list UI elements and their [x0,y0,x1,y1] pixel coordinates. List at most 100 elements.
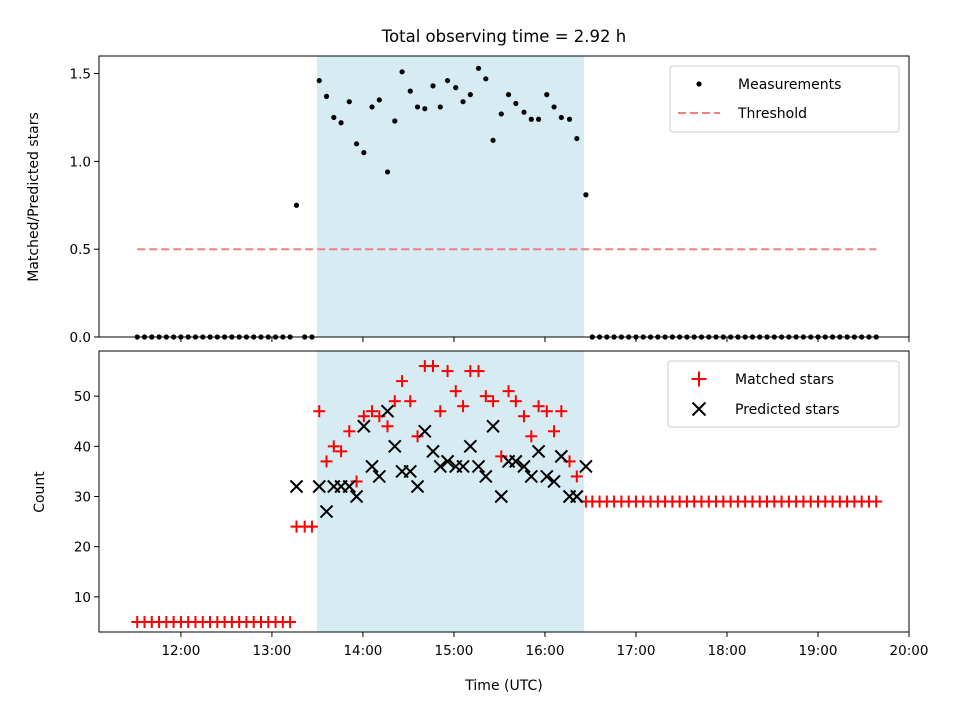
measurement-point [361,149,367,156]
predicted-star-point [289,479,304,494]
top-y-axis-label: Matched/Predicted stars [26,112,42,282]
predicted-star-point [433,459,447,474]
bottom-legend-box [667,360,900,428]
predicted-star-point [418,424,432,438]
predicted-star-point [517,459,531,474]
observing-window-span-bottom [317,351,584,632]
top-legend: Measurements Threshold [669,65,900,133]
measurement-point [399,69,405,75]
legend-measurements-marker [696,81,702,87]
matched-star-point [366,405,379,418]
predicted-star-point [410,479,425,494]
predicted-star-point [456,459,470,474]
matched-star-point [449,385,462,398]
matched-star-point [487,395,500,408]
predicted-star-point [494,489,508,504]
y-tick-label: 20 [74,540,91,556]
matched-star-point [441,365,454,378]
y-tick-label: 1.0 [70,154,91,170]
matched-star-point [525,430,538,443]
legend-predicted-marker [691,401,707,417]
bottom-y-axis-label: Count [32,471,48,513]
x-tick-label: 16:00 [526,643,565,659]
measurement-point [574,135,580,142]
measurement-point [551,104,557,110]
y-tick-label: 0.5 [70,242,91,258]
measurement-point [513,100,519,107]
predicted-star-point [486,419,500,433]
matched-star-point [388,395,401,408]
legend-threshold-label: Threshold [737,106,807,122]
measurement-point [528,116,534,122]
measurement-point [483,76,489,82]
chart-title: Total observing time = 2.92 h [381,27,626,46]
top-panel: 0.0 0.5 1.0 1.5 Matched/Predicted stars Mea… [26,55,910,346]
predicted-star-point [531,444,546,459]
predicted-star-point [554,449,569,464]
top-axes-frame [98,55,910,338]
measurement-point [414,104,421,110]
y-tick-label: 40 [74,439,91,455]
predicted-star-point [388,439,402,454]
matched-star-point [570,470,583,483]
legend-matched-marker [691,371,707,387]
predicted-star-point [471,459,486,474]
predicted-star-point [579,459,593,474]
legend-predicted-label: Predicted stars [735,402,840,418]
measurement-point [467,92,473,98]
measurement-point [583,192,589,198]
bottom-x-ticks: 12:00 13:00 14:00 15:00 16:00 17:00 18:00 19:00… [161,632,928,659]
predicted-star-point [440,454,455,469]
measurement-point [392,118,398,124]
bottom-axes-frame [98,350,910,633]
y-tick-label: 0.0 [70,330,91,346]
measurement-point [323,93,330,99]
measurement-point [566,116,573,122]
predicted-star-point [312,479,326,494]
predicted-star-point [403,464,417,479]
matched-star-point [357,410,370,423]
matched-star-point [434,405,447,418]
predicted-star-point [380,404,395,418]
matched-star-point [495,450,508,463]
top-legend-box [669,65,900,133]
x-tick-label: 13:00 [252,643,291,659]
matched-star-point [532,400,545,413]
predicted-star-point [319,504,334,519]
measurement-point [369,104,375,110]
predicted-star-point [365,459,379,474]
predicted-star-point [426,444,440,459]
matched-star-point [284,615,297,628]
predicted-star-point [349,489,364,504]
measurement-point [490,137,496,143]
measurement-point [353,141,360,147]
predicted-star-point [547,474,561,489]
y-tick-label: 30 [74,490,91,506]
measurement-point [558,114,564,121]
measurement-point [535,116,542,122]
measurement-point [544,92,550,98]
x-tick-label: 20:00 [890,643,929,659]
x-tick-label: 12:00 [161,643,200,659]
bottom-legend: Matched stars Predicted stars [667,360,900,428]
measurement-point [376,97,382,103]
measurement-point [475,65,482,71]
matched-star-point [555,405,568,418]
measurement-point [437,104,443,110]
bottom-plot-marks [131,360,883,628]
x-tick-label: 18:00 [708,643,747,659]
predicted-star-point [509,454,523,469]
matched-star-point [502,385,515,398]
legend-measurements-label: Measurements [738,77,841,93]
observing-window-span [317,56,584,337]
matched-star-point [313,405,326,418]
measurement-point [331,114,337,121]
predicted-star-point [342,479,356,494]
matched-star-point [457,400,470,413]
bottom-panel: 10 20 30 40 50 12:00 13:00 14:00 15:00 16:00 17:0… [32,350,928,694]
matched-star-point [411,430,424,443]
measurement-point [498,111,504,117]
measurement-point [460,99,466,105]
matched-star-point [343,425,356,438]
